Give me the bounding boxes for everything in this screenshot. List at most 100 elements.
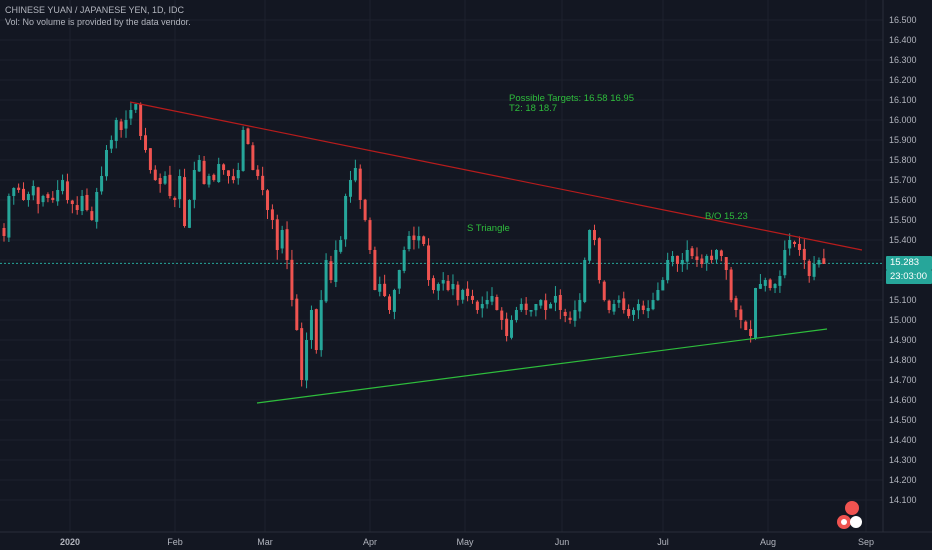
x-tick-label: Aug	[760, 537, 776, 547]
candle-body	[202, 160, 206, 184]
candle-body	[749, 329, 753, 336]
candle-body	[12, 188, 16, 196]
candle-body	[534, 304, 538, 311]
targets-annotation-t2[interactable]: T2: 18 18.7	[509, 103, 558, 114]
candle-body	[353, 168, 357, 181]
y-tick-label: 16.300	[889, 55, 917, 65]
candle-body	[636, 304, 640, 311]
candle-body	[632, 310, 636, 315]
candles	[2, 102, 826, 389]
candle-body	[568, 317, 572, 320]
y-tick-label: 15.800	[889, 155, 917, 165]
y-tick-label: 16.000	[889, 115, 917, 125]
candle-body	[104, 150, 108, 177]
triangle-label[interactable]: S Triangle	[467, 223, 510, 234]
candle-body	[436, 284, 440, 291]
candle-body	[817, 260, 821, 265]
x-tick-label: Apr	[363, 537, 377, 547]
candle-body	[602, 281, 606, 300]
time-axis[interactable]: 2020 Feb Mar Apr May Jun Jul Aug Sep	[60, 537, 874, 547]
candle-body	[588, 230, 592, 261]
y-tick-label: 16.200	[889, 75, 917, 85]
candle-body	[124, 120, 128, 129]
candle-body	[583, 260, 587, 302]
candle-body	[300, 328, 304, 380]
candle-body	[431, 278, 435, 290]
candle-body	[178, 176, 182, 200]
candle-body	[417, 236, 421, 241]
x-tick-label: Sep	[858, 537, 874, 547]
y-tick-label: 14.400	[889, 435, 917, 445]
candle-body	[754, 288, 758, 338]
targets-annotation[interactable]: Possible Targets: 16.58 16.95	[509, 93, 634, 104]
candle-body	[456, 284, 460, 300]
y-tick-label: 14.300	[889, 455, 917, 465]
candle-body	[553, 296, 557, 303]
y-tick-label: 15.900	[889, 135, 917, 145]
price-axis[interactable]: 14.100 14.200 14.300 14.400 14.500 14.600 14.7…	[889, 15, 917, 505]
candle-body	[314, 309, 318, 350]
candle-body	[26, 194, 30, 201]
candle-body	[70, 200, 74, 204]
candle-body	[778, 276, 782, 286]
candle-body	[656, 290, 660, 301]
candle-body	[539, 300, 543, 306]
candle-body	[544, 300, 548, 310]
candle-body	[802, 248, 806, 260]
candle-body	[739, 309, 743, 320]
y-tick-label: 15.400	[889, 235, 917, 245]
candle-body	[261, 175, 265, 190]
symbol-title: CHINESE YUAN / JAPANESE YEN, 1D, IDC	[5, 5, 185, 15]
candle-body	[495, 297, 499, 310]
candle-body	[222, 164, 226, 170]
candle-body	[700, 258, 704, 264]
candle-body	[153, 169, 157, 180]
candle-body	[17, 187, 21, 190]
candle-body	[475, 301, 479, 310]
candle-body	[412, 235, 416, 240]
candle-body	[680, 260, 684, 265]
candle-body	[197, 160, 201, 172]
candle-body	[329, 261, 333, 280]
candle-body	[65, 181, 69, 200]
candle-body	[148, 148, 152, 170]
candle-body	[529, 310, 533, 312]
candle-body	[783, 250, 787, 276]
candle-body	[549, 304, 553, 309]
candle-body	[31, 186, 35, 196]
candle-body	[285, 229, 289, 260]
candle-body	[592, 230, 596, 240]
y-tick-label: 15.700	[889, 175, 917, 185]
y-tick-label: 15.000	[889, 315, 917, 325]
candle-body	[168, 174, 172, 196]
last-price-badge: 15.283	[886, 256, 932, 270]
candle-body	[563, 311, 567, 316]
candle-body	[768, 279, 772, 288]
candle-body	[134, 104, 138, 110]
candle-body	[427, 245, 431, 280]
lower-trendline[interactable]	[256, 328, 828, 404]
candle-body	[690, 248, 694, 256]
candle-body	[192, 170, 196, 200]
candle-body	[661, 280, 665, 291]
candle-body	[627, 309, 631, 316]
candle-body	[441, 280, 445, 284]
y-tick-label: 16.400	[889, 35, 917, 45]
candle-body	[461, 290, 465, 300]
candle-body	[339, 240, 343, 252]
candle-body	[446, 280, 450, 290]
candle-body	[144, 135, 148, 150]
candle-body	[734, 298, 738, 310]
candle-body	[295, 298, 299, 330]
candle-body	[607, 300, 611, 310]
upper-trendline[interactable]	[129, 101, 863, 251]
candle-body	[646, 308, 650, 312]
candle-body	[129, 110, 133, 119]
candle-body	[2, 228, 6, 236]
candle-body	[246, 128, 250, 144]
candle-body	[505, 318, 509, 336]
x-tick-label: May	[456, 537, 474, 547]
candle-body	[75, 205, 79, 210]
breakout-label[interactable]: B/O 15.23	[705, 211, 748, 222]
